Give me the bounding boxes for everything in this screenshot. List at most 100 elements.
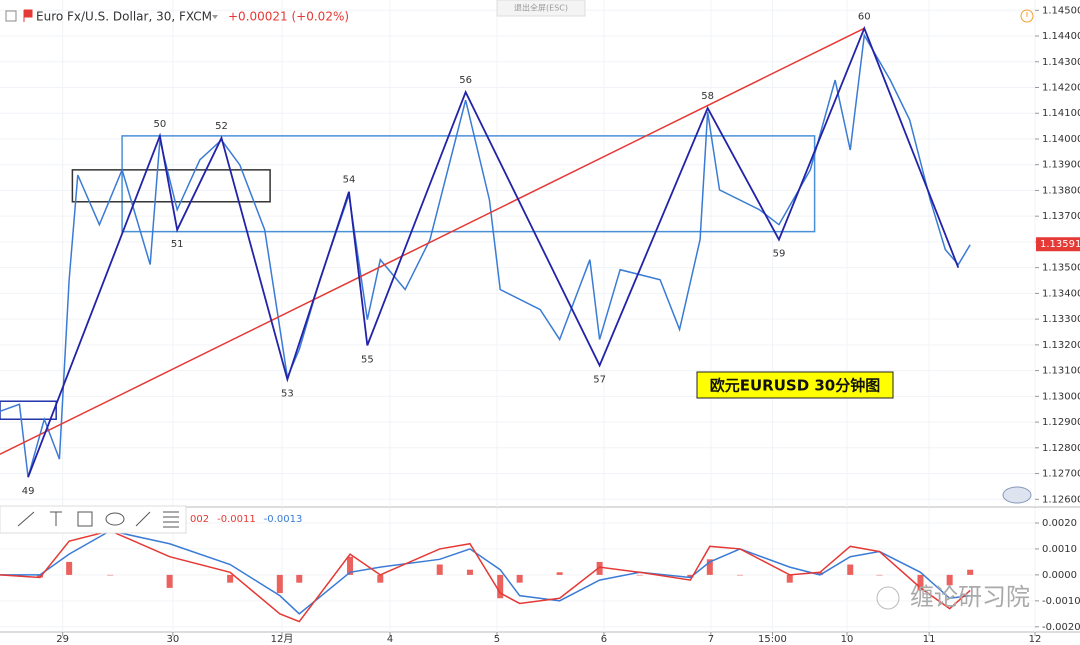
y-tick-label: 0.0000 — [1042, 570, 1077, 581]
y-tick-label: 0.0020 — [1042, 518, 1077, 529]
legend-entry: -0.0013 — [264, 514, 303, 525]
tool-text[interactable] — [50, 511, 62, 526]
histogram-bar — [556, 572, 563, 575]
y-tick-label: 1.13900 — [1042, 160, 1080, 171]
wave-label: 50 — [154, 119, 167, 130]
histogram-bar — [516, 574, 523, 583]
y-tick-label: -0.0020 — [1042, 622, 1080, 633]
tool-line[interactable] — [17, 511, 35, 527]
range-box — [121, 135, 816, 233]
y-tick-label: 1.14000 — [1042, 134, 1080, 145]
tool-rect[interactable] — [77, 511, 93, 527]
histogram-bar — [847, 564, 854, 575]
signal-line — [0, 529, 971, 615]
tool-fib[interactable] — [163, 511, 179, 528]
zigzag-line — [27, 25, 960, 478]
wave-label: 49 — [22, 486, 35, 497]
histogram-bar — [917, 574, 924, 591]
x-tick-label: 4 — [387, 634, 393, 645]
flag-icon — [23, 9, 33, 22]
x-tick-label: 5 — [494, 634, 500, 645]
histogram-bar — [876, 574, 883, 576]
histogram-bar — [737, 574, 744, 576]
x-tick-label: 15:00 — [758, 634, 787, 645]
y-tick-label: 1.14200 — [1042, 83, 1080, 94]
histogram-bar — [296, 574, 303, 583]
wave-label: 53 — [281, 388, 294, 399]
x-tick-label: 12月 — [271, 633, 294, 645]
wave-label: 51 — [171, 239, 184, 250]
wave-label: 57 — [593, 374, 606, 385]
y-tick-label: 0.0010 — [1042, 544, 1077, 555]
y-tick-label: 1.13200 — [1042, 340, 1080, 351]
y-tick-label: 1.14300 — [1042, 57, 1080, 68]
y-tick-label: -0.0010 — [1042, 596, 1080, 607]
y-tick-label: 1.13000 — [1042, 391, 1080, 402]
x-tick-label: 11 — [923, 634, 936, 645]
legend-entry: 002 — [190, 514, 209, 525]
histogram-bar — [436, 564, 443, 575]
histogram-bar — [786, 574, 793, 583]
wave-label: 52 — [215, 121, 228, 132]
histogram-bar — [687, 574, 694, 578]
symbol-title: Euro Fx/U.S. Dollar, 30, FXCM — [36, 10, 212, 24]
y-tick-label: 1.14400 — [1042, 31, 1080, 42]
y-tick-label: 1.12700 — [1042, 469, 1080, 480]
x-tick-label: 6 — [601, 634, 607, 645]
wave-label: 55 — [361, 354, 374, 365]
alert-icon[interactable] — [1020, 9, 1034, 23]
histogram-bar — [497, 574, 504, 599]
y-tick-label: 1.12800 — [1042, 443, 1080, 454]
fullscreen-hint[interactable]: 退出全屏(ESC) — [514, 3, 568, 13]
x-tick-label: 30 — [166, 634, 179, 645]
histogram-bar — [107, 574, 114, 576]
y-tick-label: 1.13500 — [1042, 263, 1080, 274]
y-tick-label: 1.14500 — [1042, 5, 1080, 16]
tool-ellipse[interactable] — [105, 512, 125, 526]
y-tick-label: 1.12900 — [1042, 417, 1080, 428]
histogram-bar — [66, 561, 73, 575]
wave-label: 56 — [459, 75, 472, 86]
y-tick-label: 1.14100 — [1042, 108, 1080, 119]
trend-line — [0, 27, 865, 455]
histogram-bar — [817, 572, 824, 575]
histogram-bar — [36, 574, 43, 578]
y-tick-label: 1.13800 — [1042, 185, 1080, 196]
fullscreen-box[interactable] — [496, 0, 586, 17]
y-tick-label: 1.13300 — [1042, 314, 1080, 325]
tool-arrow[interactable] — [135, 511, 151, 527]
y-tick-label: 1.13100 — [1042, 366, 1080, 377]
collapse-box[interactable] — [5, 10, 17, 22]
last-price-label: 1.13591 — [1040, 239, 1080, 250]
histogram-bar — [946, 574, 953, 586]
x-tick-label: 12 — [1029, 634, 1042, 645]
wave-label: 54 — [343, 175, 356, 186]
annotation-box — [696, 371, 894, 399]
histogram-bar — [166, 574, 173, 588]
last-price-tag — [1036, 237, 1080, 252]
wave-label: 60 — [858, 11, 871, 22]
macd-line — [0, 529, 971, 623]
watermark: 缠论研习院 — [910, 583, 1030, 611]
y-tick-label: 1.13400 — [1042, 288, 1080, 299]
watermark-icon — [876, 586, 900, 610]
logo — [1002, 486, 1032, 504]
histogram-bar — [636, 574, 643, 576]
annotation: 欧元EURUSD 30分钟图 — [710, 377, 881, 395]
dropdown[interactable] — [212, 15, 218, 19]
wave-label: 59 — [773, 249, 786, 260]
histogram-bar — [227, 574, 234, 583]
histogram-bar — [596, 561, 603, 575]
histogram-bar — [466, 569, 473, 575]
histogram-bar — [377, 574, 384, 583]
histogram-bar — [347, 556, 354, 575]
x-tick-label: 7 — [708, 634, 714, 645]
price-line — [0, 32, 971, 478]
x-tick-label: 10 — [841, 634, 854, 645]
y-tick-label: 1.13700 — [1042, 211, 1080, 222]
histogram-bar — [967, 569, 974, 575]
legend-entry: -0.0011 — [217, 514, 256, 525]
drawing-toolbar — [0, 505, 187, 534]
